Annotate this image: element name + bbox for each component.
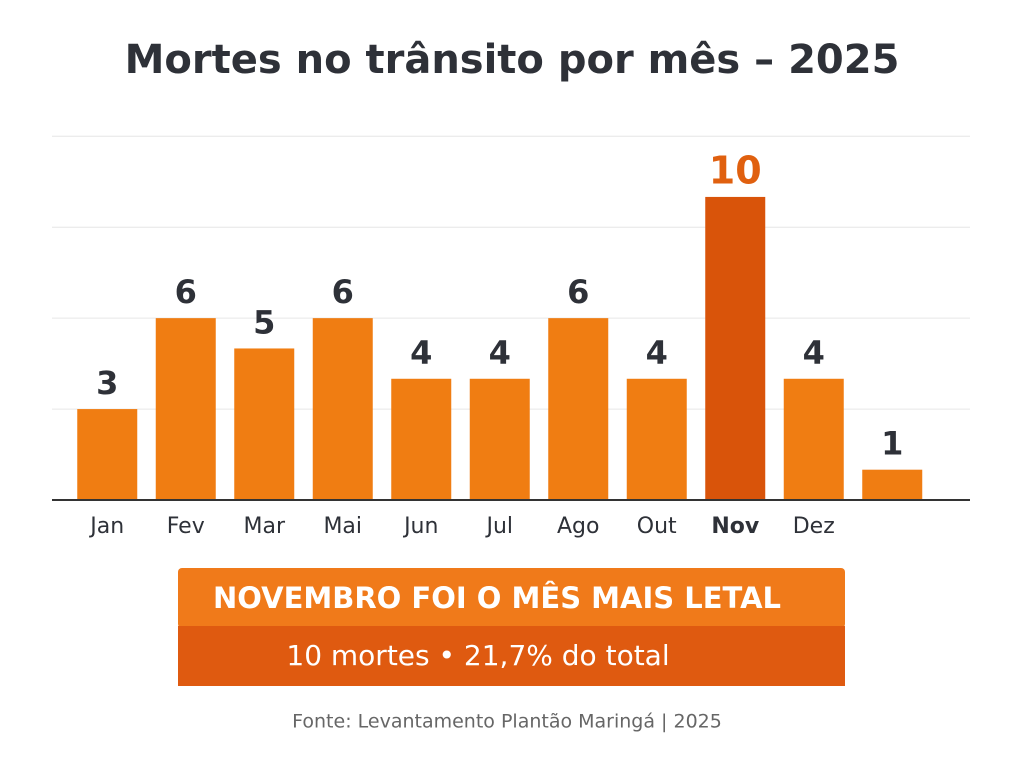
x-tick-label: Fev xyxy=(167,514,205,539)
x-tick-label: Out xyxy=(637,514,677,539)
banner-title: NOVEMBRO FOI O MÊS MAIS LETAL xyxy=(213,581,781,615)
source: Fonte: Levantamento Plantão Maringá | 20… xyxy=(292,711,722,733)
value-label: 5 xyxy=(253,303,275,341)
x-tick-label: Jul xyxy=(484,514,513,539)
value-label: 4 xyxy=(410,334,432,372)
bar xyxy=(155,318,216,500)
bar xyxy=(862,469,923,500)
x-tick-label: Ago xyxy=(557,514,599,539)
bar xyxy=(548,318,609,500)
banner-top xyxy=(178,568,845,628)
chart-title: Mortes no trânsito por mês – 2025 xyxy=(125,37,900,83)
value-label: 4 xyxy=(489,334,511,372)
x-tick-label: Jun xyxy=(402,514,438,539)
bar xyxy=(234,348,295,500)
x-tick-label: Mar xyxy=(243,514,285,539)
banner-bottom xyxy=(178,626,845,686)
x-tick-label: Nov xyxy=(711,514,760,539)
value-label: 1 xyxy=(881,425,903,463)
value-label: 6 xyxy=(567,273,589,311)
x-tick-label: Jan xyxy=(88,514,124,539)
bar xyxy=(626,378,687,500)
value-label: 3 xyxy=(96,364,118,402)
bar xyxy=(469,378,530,500)
bar xyxy=(705,196,766,500)
x-tick-label: Mai xyxy=(323,514,362,539)
value-label: 6 xyxy=(175,273,197,311)
bar xyxy=(77,409,138,500)
value-label: 4 xyxy=(803,334,825,372)
x-tick-label: Dez xyxy=(793,514,835,539)
bar xyxy=(783,378,844,500)
bar xyxy=(312,318,373,500)
value-label: 4 xyxy=(646,334,668,372)
value-label: 10 xyxy=(709,148,762,192)
value-label: 6 xyxy=(332,273,354,311)
bar xyxy=(391,378,452,500)
banner-subtitle: 10 mortes • 21,7% do total xyxy=(286,639,669,672)
